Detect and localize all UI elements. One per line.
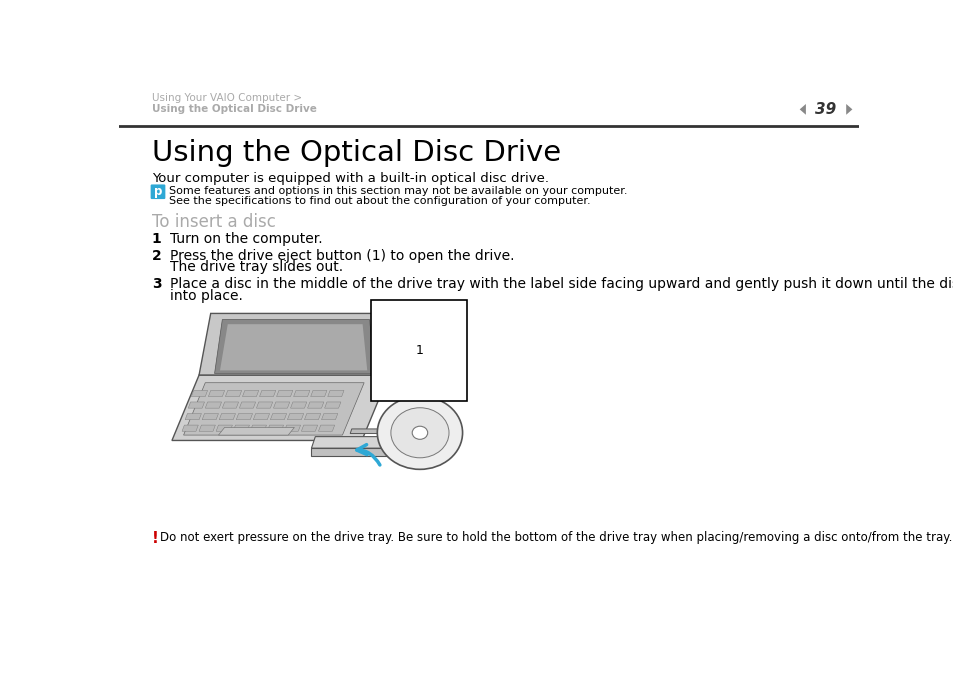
Polygon shape [192,390,208,396]
Text: See the specifications to find out about the configuration of your computer.: See the specifications to find out about… [169,196,590,206]
Ellipse shape [377,396,462,469]
Text: 1: 1 [415,344,423,357]
Polygon shape [350,429,421,433]
Text: The drive tray slides out.: The drive tray slides out. [170,260,342,274]
Polygon shape [220,324,367,371]
Polygon shape [250,425,266,431]
Polygon shape [218,427,294,435]
Text: 39: 39 [815,102,836,117]
FancyBboxPatch shape [151,185,165,199]
Polygon shape [321,414,337,420]
Polygon shape [242,390,258,396]
Polygon shape [318,425,335,431]
Text: Some features and options in this section may not be available on your computer.: Some features and options in this sectio… [169,187,627,196]
Polygon shape [202,414,218,420]
Ellipse shape [412,426,427,439]
Polygon shape [233,425,249,431]
Polygon shape [284,425,300,431]
Polygon shape [799,104,805,115]
Text: Your computer is equipped with a built-in optical disc drive.: Your computer is equipped with a built-i… [152,172,548,185]
Polygon shape [328,390,344,396]
Polygon shape [304,414,320,420]
Polygon shape [239,402,255,408]
Polygon shape [311,448,393,456]
Text: Using Your VAIO Computer >: Using Your VAIO Computer > [152,93,301,103]
Polygon shape [172,375,389,441]
Polygon shape [307,402,323,408]
Polygon shape [324,402,340,408]
Polygon shape [225,390,241,396]
Polygon shape [253,414,270,420]
Polygon shape [182,425,198,431]
Text: p: p [153,185,162,198]
Polygon shape [291,402,307,408]
Text: Using the Optical Disc Drive: Using the Optical Disc Drive [152,104,316,114]
Ellipse shape [391,408,449,458]
Text: Place a disc in the middle of the drive tray with the label side facing upward a: Place a disc in the middle of the drive … [170,277,953,291]
Polygon shape [185,414,201,420]
Text: Turn on the computer.: Turn on the computer. [170,232,322,246]
Polygon shape [216,425,233,431]
Polygon shape [188,402,204,408]
Polygon shape [311,437,400,448]
Polygon shape [222,402,238,408]
Polygon shape [183,383,364,435]
Polygon shape [256,402,273,408]
FancyArrowPatch shape [356,445,379,465]
Polygon shape [287,414,303,420]
Text: Using the Optical Disc Drive: Using the Optical Disc Drive [152,139,560,166]
Polygon shape [199,313,389,375]
Polygon shape [274,402,290,408]
Polygon shape [259,390,275,396]
Polygon shape [205,402,221,408]
Polygon shape [236,414,253,420]
Polygon shape [219,414,235,420]
Polygon shape [311,390,327,396]
Polygon shape [276,390,293,396]
Polygon shape [214,319,375,373]
Polygon shape [845,104,852,115]
Text: To insert a disc: To insert a disc [152,213,275,231]
Text: 2: 2 [152,249,161,263]
Polygon shape [267,425,283,431]
Text: into place.: into place. [170,288,242,303]
Polygon shape [270,414,286,420]
Text: !: ! [152,530,158,545]
Text: Do not exert pressure on the drive tray. Be sure to hold the bottom of the drive: Do not exert pressure on the drive tray.… [159,531,951,545]
Polygon shape [199,425,215,431]
Polygon shape [294,390,310,396]
Text: Press the drive eject button (1) to open the drive.: Press the drive eject button (1) to open… [170,249,514,263]
Text: 1: 1 [152,232,161,246]
Polygon shape [301,425,317,431]
Polygon shape [208,390,224,396]
Text: 3: 3 [152,277,161,291]
